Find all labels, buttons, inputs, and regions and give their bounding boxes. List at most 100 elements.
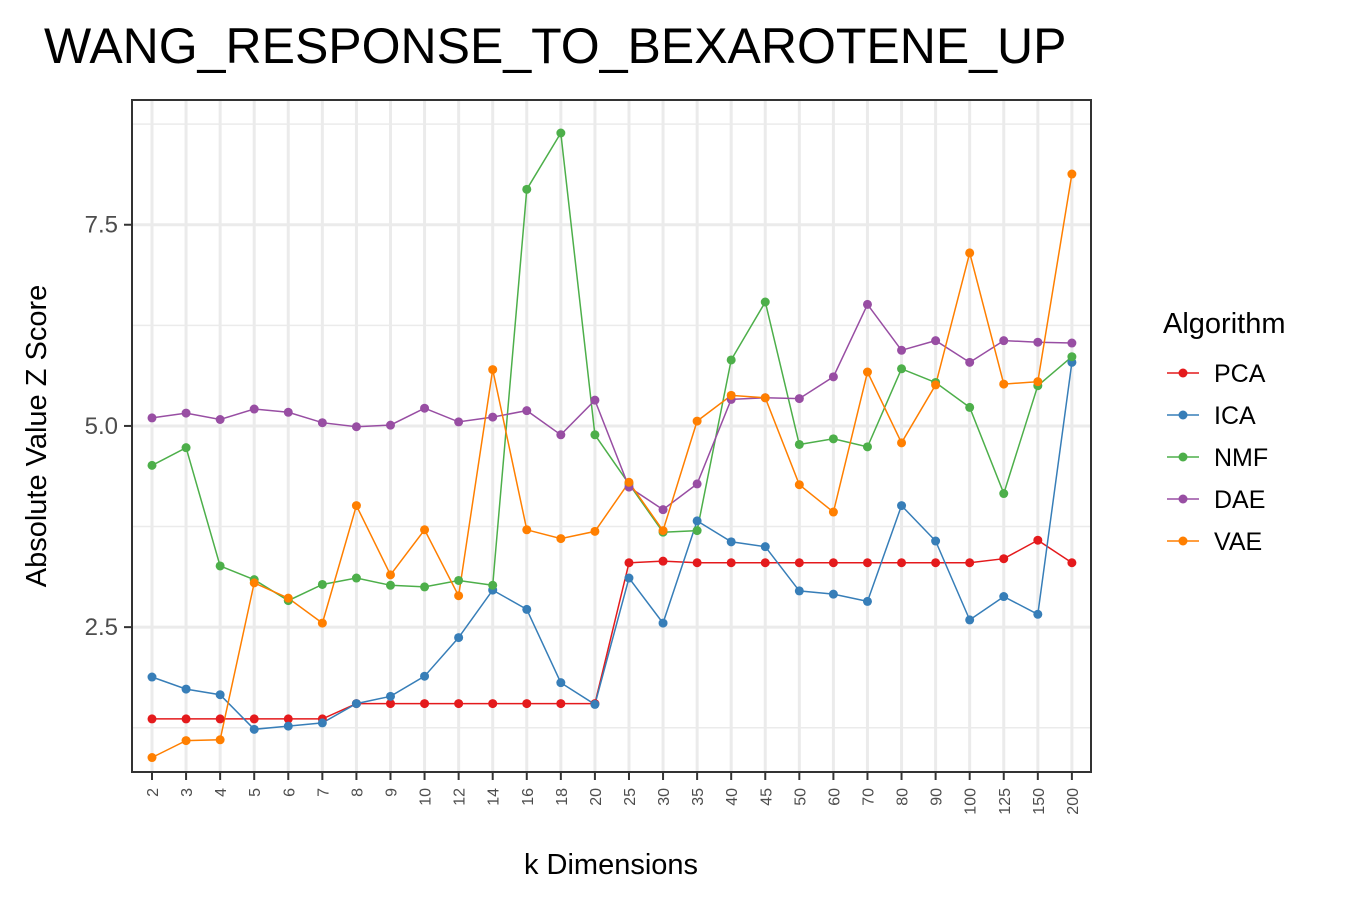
point-dae-9 [385, 420, 395, 430]
x-axis-title: k Dimensions [524, 849, 698, 881]
x-tick-label: 12 [452, 788, 469, 806]
point-pca-60 [828, 558, 838, 568]
point-vae-3 [181, 736, 191, 746]
point-ica-8 [351, 699, 361, 709]
point-ica-80 [897, 501, 907, 511]
point-vae-35 [692, 416, 702, 426]
point-ica-12 [454, 633, 464, 643]
point-dae-14 [488, 412, 498, 422]
x-tick-label: 50 [792, 788, 809, 806]
point-pca-40 [726, 558, 736, 568]
point-dae-90 [931, 336, 941, 346]
x-tick-label: 45 [758, 788, 775, 806]
point-vae-6 [283, 593, 293, 603]
point-ica-45 [760, 542, 770, 552]
series-line-vae [151, 173, 1073, 759]
series-line-nmf [151, 130, 1073, 602]
point-ica-10 [420, 671, 430, 681]
legend: Algorithm PCA ICA NMF DAE VAE [1163, 308, 1286, 556]
point-nmf-10 [420, 582, 430, 592]
point-ica-25 [624, 573, 634, 583]
point-pca-50 [794, 558, 804, 568]
point-ica-5 [249, 724, 259, 734]
point-pca-45 [760, 558, 770, 568]
x-tick-label: 8 [349, 788, 366, 797]
point-dae-2 [147, 413, 157, 423]
point-vae-200 [1067, 169, 1077, 179]
point-pca-80 [897, 558, 907, 568]
point-pca-14 [488, 699, 498, 709]
point-nmf-2 [147, 460, 157, 470]
point-dae-10 [420, 403, 430, 413]
point-dae-8 [351, 422, 361, 432]
point-pca-30 [658, 556, 668, 566]
point-dae-30 [658, 505, 668, 515]
legend-key-point-pca [1178, 368, 1188, 378]
x-tick-label: 30 [656, 788, 673, 806]
point-ica-40 [726, 537, 736, 547]
point-nmf-80 [897, 364, 907, 374]
x-tick-label: 80 [895, 788, 912, 806]
point-vae-9 [385, 570, 395, 580]
point-dae-100 [965, 357, 975, 367]
series-line-ica [151, 362, 1073, 731]
point-pca-5 [249, 714, 259, 724]
point-nmf-45 [760, 297, 770, 307]
point-nmf-70 [862, 442, 872, 452]
point-dae-18 [556, 430, 566, 440]
y-tick-label: 7.5 [85, 212, 118, 239]
point-nmf-100 [965, 402, 975, 412]
x-tick-label: 5 [247, 788, 264, 797]
point-dae-150 [1033, 337, 1043, 347]
point-pca-200 [1067, 558, 1077, 568]
point-ica-30 [658, 618, 668, 628]
legend-key-point-dae [1178, 494, 1188, 504]
point-dae-200 [1067, 338, 1077, 348]
point-pca-90 [931, 558, 941, 568]
point-pca-35 [692, 558, 702, 568]
point-ica-20 [590, 699, 600, 709]
point-pca-150 [1033, 535, 1043, 545]
point-ica-60 [828, 589, 838, 599]
point-vae-25 [624, 477, 634, 487]
point-ica-6 [283, 721, 293, 731]
legend-label-ica: ICA [1214, 402, 1256, 430]
point-vae-20 [590, 526, 600, 536]
point-ica-16 [522, 604, 532, 614]
point-nmf-125 [999, 489, 1009, 499]
point-dae-60 [828, 372, 838, 382]
point-vae-18 [556, 534, 566, 544]
point-nmf-3 [181, 443, 191, 453]
x-tick-label: 9 [383, 788, 400, 797]
x-tick-label: 2 [145, 788, 162, 797]
x-tick-label: 90 [929, 788, 946, 806]
y-tick-label: 2.5 [85, 614, 118, 641]
point-ica-150 [1033, 609, 1043, 619]
point-nmf-200 [1067, 352, 1077, 362]
point-pca-125 [999, 554, 1009, 564]
point-pca-2 [147, 714, 157, 724]
point-vae-100 [965, 248, 975, 258]
point-vae-125 [999, 379, 1009, 389]
point-nmf-4 [215, 561, 225, 571]
point-dae-35 [692, 479, 702, 489]
x-tick-label: 60 [826, 788, 843, 806]
point-nmf-35 [692, 526, 702, 536]
point-nmf-18 [556, 128, 566, 138]
legend-label-pca: PCA [1214, 360, 1266, 388]
point-pca-4 [215, 714, 225, 724]
series-line-dae [151, 302, 1072, 511]
point-vae-150 [1033, 377, 1043, 387]
point-ica-2 [147, 672, 157, 682]
point-dae-70 [862, 299, 872, 309]
point-ica-50 [794, 586, 804, 596]
point-dae-7 [317, 418, 327, 428]
plot-border [131, 99, 1092, 773]
point-vae-90 [931, 380, 941, 390]
point-nmf-40 [726, 355, 736, 365]
x-tick-label: 3 [179, 788, 196, 797]
series-line-pca [152, 539, 1073, 720]
legend-key-point-nmf [1178, 452, 1188, 462]
point-pca-25 [624, 558, 634, 568]
